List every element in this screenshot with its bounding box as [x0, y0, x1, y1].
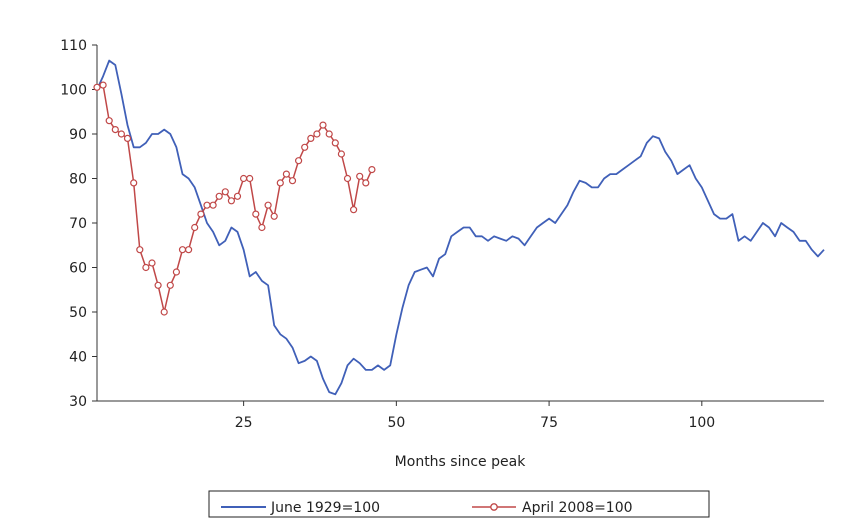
- data-point-april-2008: [227, 197, 235, 205]
- x-axis-title: Months since peak: [395, 454, 527, 470]
- data-point-april-2008: [123, 134, 132, 142]
- data-point-april-2008: [258, 223, 266, 232]
- data-point-april-2008: [142, 263, 150, 272]
- series-layer: [93, 59, 825, 396]
- data-point-april-2008: [288, 177, 297, 185]
- data-point-april-2008: [197, 210, 205, 218]
- x-tick-label: 100: [688, 415, 715, 431]
- data-point-april-2008: [350, 206, 358, 214]
- data-point-april-2008: [301, 143, 309, 151]
- y-ticks: 30 40 50 60 70 80 90 100 110: [60, 38, 97, 410]
- data-point-april-2008: [178, 246, 187, 254]
- data-point-april-2008: [325, 130, 333, 138]
- data-point-april-2008: [117, 130, 126, 138]
- data-point-april-2008: [295, 157, 303, 165]
- x-ticks: 25 50 75 100: [235, 401, 715, 431]
- data-point-april-2008: [215, 192, 223, 200]
- data-point-april-2008: [343, 174, 352, 183]
- data-point-april-2008: [185, 246, 193, 254]
- data-point-april-2008: [356, 172, 364, 180]
- legend-label-june-1929: June 1929=100: [270, 500, 380, 516]
- y-tick-label: 50: [69, 305, 87, 321]
- data-point-april-2008: [154, 281, 162, 289]
- y-tick-label: 60: [69, 261, 87, 277]
- y-tick-label: 100: [60, 83, 87, 99]
- data-point-april-2008: [307, 134, 315, 142]
- data-point-april-2008: [362, 179, 370, 187]
- data-point-april-2008: [99, 81, 107, 89]
- data-point-april-2008: [130, 179, 138, 187]
- data-point-april-2008: [282, 170, 290, 178]
- data-point-april-2008: [166, 281, 174, 289]
- data-point-april-2008: [276, 179, 284, 187]
- data-point-april-2008: [191, 223, 199, 232]
- y-tick-label: 40: [69, 350, 87, 366]
- y-tick-label: 30: [69, 394, 87, 410]
- legend-label-april-2008: April 2008=100: [522, 500, 633, 516]
- data-point-april-2008: [319, 121, 327, 129]
- data-point-april-2008: [93, 83, 101, 91]
- legend-box: [208, 490, 710, 518]
- data-point-april-2008: [252, 210, 260, 218]
- data-point-april-2008: [331, 139, 339, 147]
- data-point-april-2008: [209, 201, 217, 209]
- data-point-april-2008: [105, 117, 113, 125]
- data-point-april-2008: [264, 201, 272, 209]
- legend-marker-april-2008: [490, 503, 498, 511]
- data-point-april-2008: [160, 308, 168, 316]
- data-point-april-2008: [270, 212, 278, 220]
- data-point-april-2008: [203, 201, 211, 209]
- data-point-april-2008: [136, 246, 144, 254]
- data-point-april-2008: [221, 188, 229, 196]
- data-point-april-2008: [337, 150, 345, 158]
- series-line-april-2008: [96, 84, 373, 313]
- data-point-april-2008: [313, 130, 321, 138]
- y-tick-label: 70: [69, 216, 87, 232]
- y-tick-label: 90: [69, 127, 87, 143]
- y-tick-label: 80: [69, 172, 87, 188]
- legend: June 1929=100 April 2008=100: [208, 490, 710, 518]
- data-point-april-2008: [233, 192, 242, 200]
- data-point-april-2008: [148, 259, 156, 267]
- data-point-april-2008: [172, 268, 180, 276]
- series-line-june-1929: [96, 59, 825, 396]
- y-tick-label: 110: [60, 38, 87, 54]
- x-tick-label: 25: [235, 415, 253, 431]
- data-point-april-2008: [240, 174, 248, 183]
- x-tick-label: 50: [387, 415, 405, 431]
- data-point-april-2008: [111, 126, 119, 134]
- x-tick-label: 75: [540, 415, 558, 431]
- data-point-april-2008: [246, 174, 254, 183]
- data-point-april-2008: [368, 166, 376, 174]
